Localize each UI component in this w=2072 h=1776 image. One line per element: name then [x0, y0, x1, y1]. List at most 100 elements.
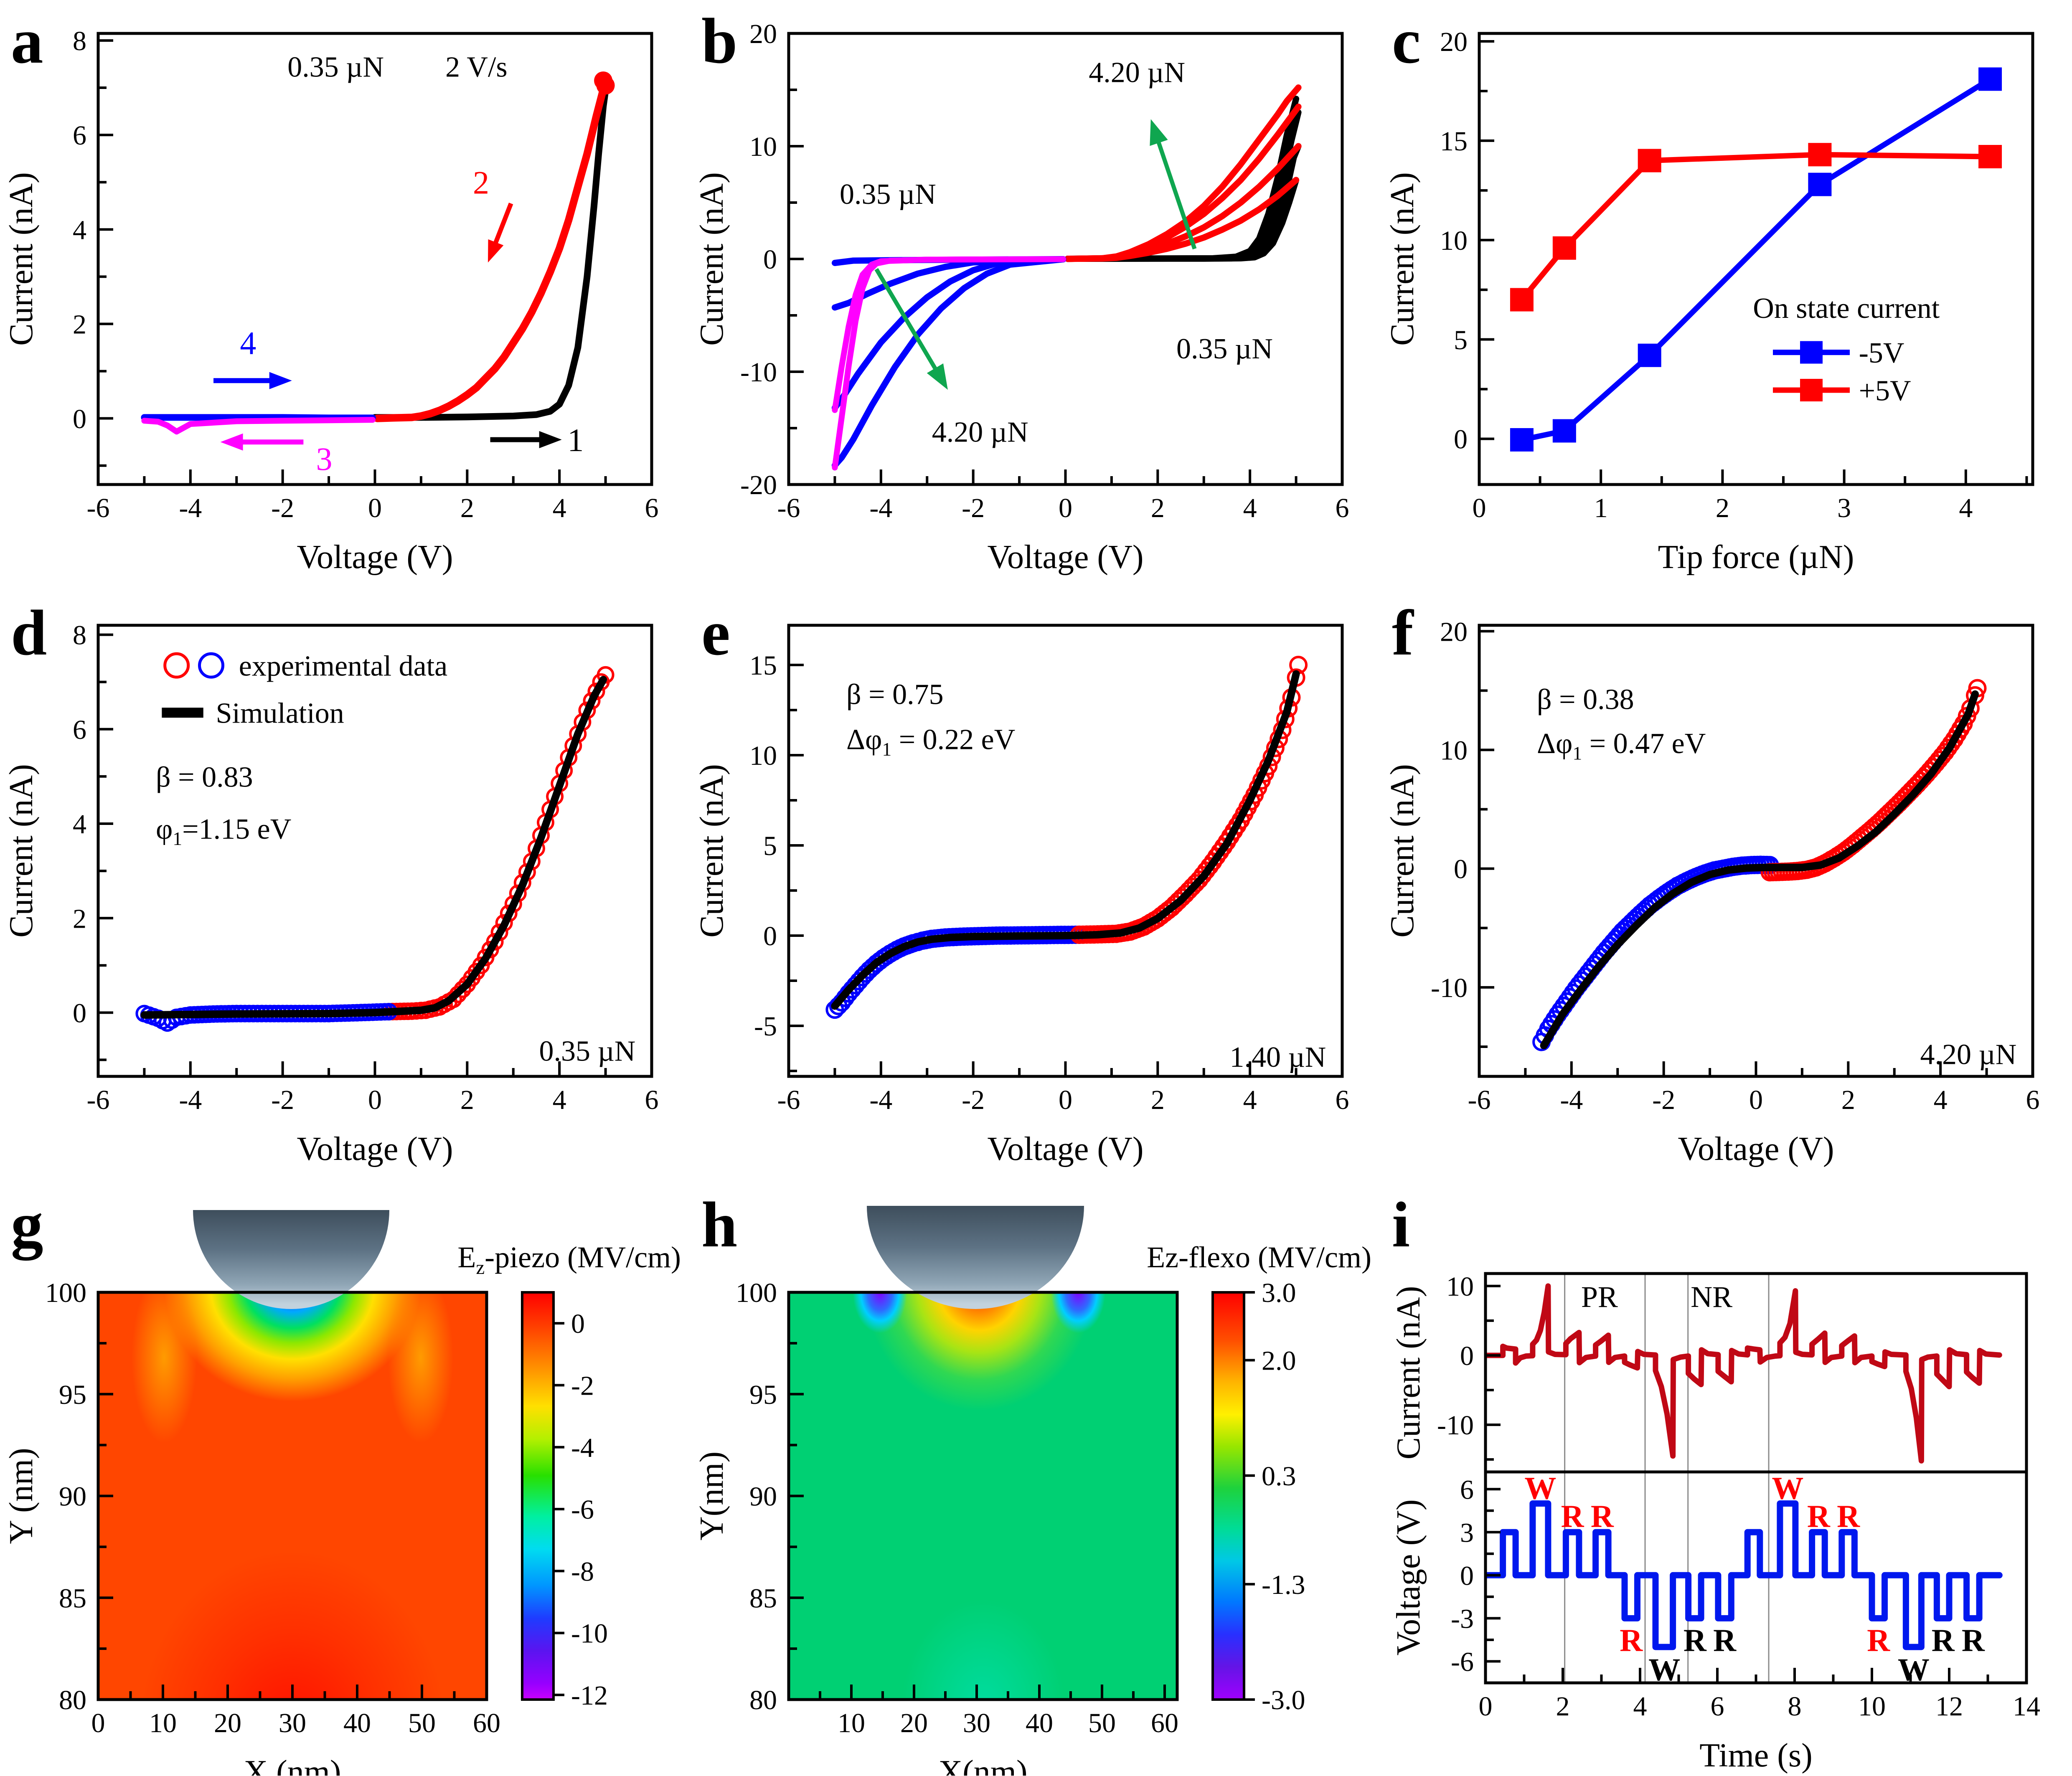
panel-c-series-group	[1510, 67, 2002, 452]
a-dots-tip-dots	[594, 71, 615, 95]
x-tick-label: 2	[1841, 1085, 1855, 1115]
annotation: Δφ1 = 0.47 eV	[1537, 728, 1706, 764]
annotation: 3	[316, 441, 333, 477]
x-tick-label: 0	[1059, 493, 1072, 523]
c-markers-minus5V-squares	[1510, 67, 2002, 452]
x-tick-label: 2	[460, 1085, 474, 1115]
panel-h-chart: 80 85 90 95 100 Y(nm) 10 20 30 40 50 60 X(nm) 3.0 2.0 0…	[693, 1189, 1371, 1776]
y-tick-label: 4	[73, 215, 86, 245]
panel-c-onstate-current-vs-force: 0 5 10 15 20 Current (nA) On state current -5V +…	[1381, 0, 2072, 592]
y-tick-label: 0	[1460, 1341, 1474, 1371]
annotation: PR	[1581, 1280, 1618, 1314]
annotation: 4.20 µN	[1920, 1039, 2016, 1071]
annotation: 4.20 µN	[1089, 56, 1185, 89]
y-tick-label: 10	[1446, 1271, 1474, 1302]
panel-letter-e: e	[701, 597, 730, 669]
annotation: W	[1648, 1652, 1680, 1687]
x-tick-label: -6	[1468, 1085, 1491, 1115]
y-tick-label: -20	[740, 470, 777, 500]
arrow-head	[220, 433, 243, 451]
panel-e-fit-140uN: -5 0 5 10 15 Current (nA) β = 0.75 Δφ1 = 0.22 e…	[691, 592, 1381, 1184]
y-axis-title: Current (nA)	[693, 172, 730, 345]
x-axis-title: Tip force (µN)	[1658, 539, 1854, 576]
x-tick-label: 4	[1959, 493, 1973, 523]
x-tick-label: -4	[179, 493, 202, 523]
colorbar-tick-label: 0	[571, 1309, 585, 1339]
y-tick-label: -10	[740, 357, 777, 388]
panel-a-chart: 0 2 4 6 8 Current (nA) 0.35 µN 2 V/s 2 4 3 1 -6 -4 -2 0…	[3, 5, 659, 576]
panel-a-iv-hysteresis: 0 2 4 6 8 Current (nA) 0.35 µN 2 V/s 2 4 3 1 -6 -4 -2 0…	[0, 0, 691, 592]
y-axis-title: Current (nA)	[1384, 172, 1421, 345]
annotation: R	[1932, 1623, 1955, 1658]
panel-letter-i: i	[1392, 1189, 1410, 1261]
x-tick-label: -6	[87, 493, 110, 523]
x-tick-label: -2	[1652, 1085, 1675, 1115]
y-tick-label: 2	[73, 903, 86, 934]
x-axis-title: Voltage (V)	[297, 539, 453, 576]
panel-i-chart: -10 0 10 Current (nA) PR NR -6 -3 0 3 6 Voltage (V)…	[1390, 1189, 2040, 1774]
annotation: R	[1807, 1499, 1831, 1534]
colorbar-tick-label: -6	[571, 1494, 594, 1525]
colorbar-tick-label: -2	[571, 1371, 594, 1401]
x-axis-title: Voltage (V)	[988, 1131, 1144, 1167]
x-tick-label: 6	[645, 1085, 659, 1115]
x-tick-label: 40	[343, 1708, 371, 1738]
x-tick-label: -6	[87, 1085, 110, 1115]
y-tick-label: -6	[1451, 1647, 1474, 1677]
annotation: 1.40 µN	[1229, 1041, 1326, 1073]
x-tick-label: 2	[1151, 493, 1165, 523]
colorbar-tick-label: -4	[571, 1433, 594, 1463]
annotation: R	[1620, 1623, 1643, 1658]
arrow-head	[488, 239, 504, 263]
x-tick-label: 20	[214, 1708, 241, 1738]
colorbar-tick-label: -8	[571, 1556, 594, 1587]
y-tick-label: 85	[59, 1583, 86, 1614]
annotation: φ1=1.15 eV	[156, 813, 291, 849]
b-series-fwd-black-4	[1064, 96, 1300, 262]
x-tick-label: -4	[179, 1085, 202, 1115]
x-tick-label: 0	[1473, 493, 1486, 523]
annotation: 4.20 µN	[932, 416, 1028, 449]
annotation: R	[1867, 1623, 1890, 1658]
x-tick-label: 3	[1837, 493, 1851, 523]
x-tick-label: 2	[1716, 493, 1729, 523]
x-tick-label: -2	[962, 1085, 985, 1115]
annotation: 2 V/s	[445, 51, 507, 84]
colorbar-tick-label: -12	[571, 1680, 608, 1711]
y-tick-label: 10	[1440, 226, 1468, 256]
panel-b-series-group	[831, 84, 1302, 471]
x-axis-title: Voltage (V)	[297, 1131, 453, 1167]
x-tick-label: -4	[869, 1085, 892, 1115]
colorbar-tick-label: -10	[571, 1619, 608, 1649]
x-tick-label: 50	[408, 1708, 436, 1738]
y-tick-label: 20	[1440, 27, 1468, 57]
x-tick-label: 30	[963, 1708, 990, 1738]
panel-h-title: Ez-flexo (MV/cm)	[1147, 1241, 1371, 1274]
panel-letter-b: b	[701, 5, 737, 77]
arrow-head	[539, 431, 562, 449]
x-tick-label: 10	[149, 1708, 177, 1738]
i-series-voltage	[1484, 1500, 2003, 1650]
annotation: R	[1713, 1623, 1737, 1658]
panel-letter-f: f	[1392, 597, 1414, 669]
x-tick-label: 4	[553, 1085, 566, 1115]
y-tick-label: 0	[73, 998, 86, 1028]
y-tick-label: 80	[749, 1685, 777, 1715]
x-tick-label: -2	[271, 1085, 294, 1115]
annotation: 4	[240, 325, 256, 361]
x-tick-label: 4	[1243, 1085, 1257, 1115]
x-tick-label: 30	[279, 1708, 306, 1738]
annotation: R	[1561, 1499, 1584, 1534]
annotation: 0.35 µN	[840, 178, 936, 211]
panel-i-series-group	[1484, 1500, 2003, 1650]
x-tick-label: -2	[271, 493, 294, 523]
colorbar-tick-label: -3.0	[1262, 1685, 1305, 1715]
y-tick-label: 15	[749, 650, 777, 681]
colorbar-tick-label: 0.3	[1262, 1461, 1296, 1492]
y-axis-title: Y(nm)	[693, 1451, 730, 1540]
x-axis-title: X (nm)	[244, 1754, 341, 1776]
y-axis-title: Current (nA)	[3, 172, 40, 345]
annotation: NR	[1691, 1280, 1732, 1314]
colorbar-tick-label: -1.3	[1262, 1570, 1305, 1600]
